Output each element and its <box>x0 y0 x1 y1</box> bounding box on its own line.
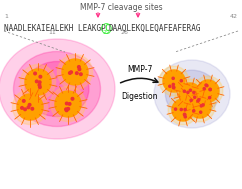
Circle shape <box>12 89 47 125</box>
Circle shape <box>203 88 205 90</box>
Circle shape <box>193 91 195 94</box>
Circle shape <box>168 95 198 125</box>
Circle shape <box>25 69 51 95</box>
Circle shape <box>173 86 175 88</box>
Text: C: C <box>104 24 109 33</box>
Circle shape <box>193 76 223 106</box>
Circle shape <box>17 94 43 120</box>
Circle shape <box>175 79 205 109</box>
Circle shape <box>38 86 41 88</box>
Circle shape <box>34 72 36 75</box>
Circle shape <box>180 80 182 82</box>
Ellipse shape <box>165 70 219 118</box>
Circle shape <box>55 91 81 117</box>
Circle shape <box>183 90 185 92</box>
Circle shape <box>65 108 67 111</box>
Circle shape <box>187 91 189 94</box>
Circle shape <box>209 97 211 99</box>
Text: 1: 1 <box>4 14 8 19</box>
Circle shape <box>183 113 186 115</box>
Circle shape <box>65 109 68 112</box>
Circle shape <box>31 108 34 110</box>
Circle shape <box>159 66 189 96</box>
Text: 26: 26 <box>121 30 129 35</box>
Circle shape <box>172 77 174 79</box>
Circle shape <box>194 96 196 98</box>
Circle shape <box>179 83 201 105</box>
Text: Digestion: Digestion <box>122 92 158 101</box>
Circle shape <box>80 73 82 76</box>
Circle shape <box>67 108 69 110</box>
Text: 22: 22 <box>102 30 110 35</box>
Circle shape <box>206 84 208 87</box>
Circle shape <box>76 72 78 74</box>
Circle shape <box>174 108 177 110</box>
Circle shape <box>68 103 71 105</box>
Circle shape <box>39 75 42 78</box>
Circle shape <box>68 72 71 74</box>
Text: 42: 42 <box>230 14 238 19</box>
Circle shape <box>205 84 207 86</box>
Circle shape <box>180 108 182 111</box>
Ellipse shape <box>154 60 230 128</box>
Circle shape <box>190 99 192 101</box>
Text: NAADLEKAIEALEKH LEAKGP: NAADLEKAIEALEKH LEAKGP <box>4 24 106 33</box>
Circle shape <box>65 102 68 105</box>
Circle shape <box>209 88 211 91</box>
Circle shape <box>202 104 204 106</box>
Circle shape <box>209 88 211 91</box>
Circle shape <box>200 105 202 107</box>
Circle shape <box>189 89 191 91</box>
Ellipse shape <box>14 51 100 126</box>
Circle shape <box>163 70 185 92</box>
Circle shape <box>38 81 41 84</box>
Circle shape <box>21 64 56 100</box>
Circle shape <box>23 100 25 102</box>
Circle shape <box>184 116 186 118</box>
Circle shape <box>197 80 219 102</box>
Circle shape <box>35 80 38 83</box>
Circle shape <box>27 106 30 109</box>
Text: 11: 11 <box>48 30 56 35</box>
Circle shape <box>198 98 200 101</box>
Circle shape <box>185 92 215 122</box>
Circle shape <box>70 71 72 74</box>
Circle shape <box>57 54 92 90</box>
Circle shape <box>184 114 186 116</box>
Text: MMP-7 cleavage sites: MMP-7 cleavage sites <box>80 3 162 12</box>
Circle shape <box>77 66 80 68</box>
Circle shape <box>38 84 41 86</box>
Circle shape <box>24 108 26 111</box>
Text: DAAQLEKQLEQAFEAFERAG: DAAQLEKQLEQAFEAFERAG <box>109 24 201 33</box>
Circle shape <box>62 59 88 85</box>
Circle shape <box>184 108 186 111</box>
Circle shape <box>71 98 74 100</box>
Ellipse shape <box>25 61 89 116</box>
Circle shape <box>28 104 31 106</box>
Circle shape <box>197 100 199 102</box>
Circle shape <box>78 68 81 70</box>
Circle shape <box>200 111 202 113</box>
Ellipse shape <box>0 39 115 139</box>
Circle shape <box>172 83 174 86</box>
Circle shape <box>193 110 195 112</box>
Circle shape <box>173 87 175 89</box>
Circle shape <box>21 107 23 109</box>
Circle shape <box>172 99 194 121</box>
Circle shape <box>50 86 86 122</box>
Text: MMP-7: MMP-7 <box>127 65 153 74</box>
Circle shape <box>189 96 211 118</box>
Circle shape <box>169 85 171 87</box>
